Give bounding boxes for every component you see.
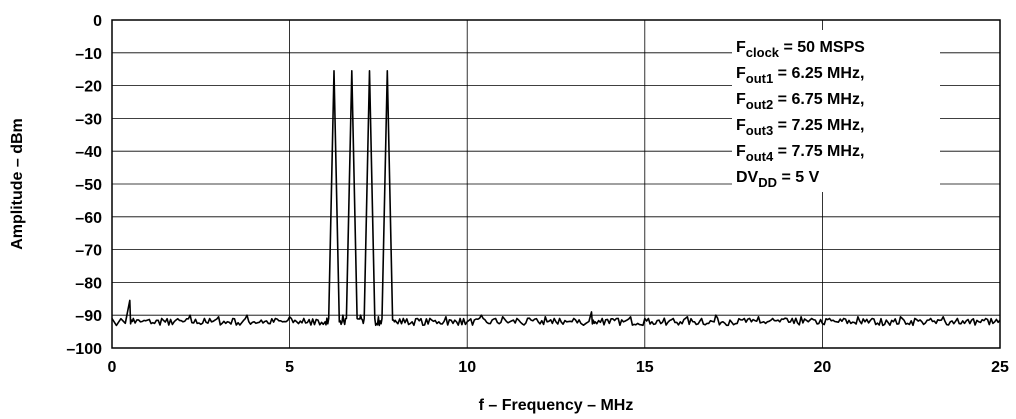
y-tick-label: –10 [75,46,102,63]
annotation-line: Fout4 = 7.75 MHz, [736,143,864,164]
x-tick-labels: 0 5 10 15 20 25 [108,359,1009,376]
y-tick-label: –100 [66,341,102,358]
y-tick-label: –30 [75,111,102,128]
y-axis-label: Amplitude – dBm [9,118,26,250]
x-tick-label: 15 [636,359,654,376]
annotation-line: DVDD = 5 V [736,169,820,190]
x-tick-label: 10 [458,359,476,376]
series-line [111,70,1001,327]
annotation-line: Fout1 = 6.25 MHz, [736,65,864,86]
annotation-background [732,30,940,192]
y-tick-label: 0 [93,13,102,30]
y-tick-label: –50 [75,177,102,194]
y-tick-labels: 0 –10 –20 –30 –40 –50 –60 –70 –80 –90 –100 [66,13,102,358]
y-tick-label: –80 [75,275,102,292]
annotation-line: Fout3 = 7.25 MHz, [736,117,864,138]
y-tick-label: –60 [75,210,102,227]
annotation-line: Fout2 = 6.75 MHz, [736,91,864,112]
y-tick-label: –20 [75,79,102,96]
plot-frame [111,19,1001,349]
y-tick-label: –40 [75,144,102,161]
y-tick-label: –70 [75,243,102,260]
x-axis-label: f – Frequency – MHz [479,397,634,414]
annotation-box: Fclock = 50 MSPS Fout1 = 6.25 MHz, Fout2 =… [732,30,940,192]
annotation-line: Fclock = 50 MSPS [736,39,865,60]
x-tick-label: 0 [108,359,117,376]
x-tick-label: 20 [814,359,832,376]
x-tick-label: 5 [285,359,294,376]
x-tick-label: 25 [991,359,1009,376]
y-tick-label: –90 [75,308,102,325]
